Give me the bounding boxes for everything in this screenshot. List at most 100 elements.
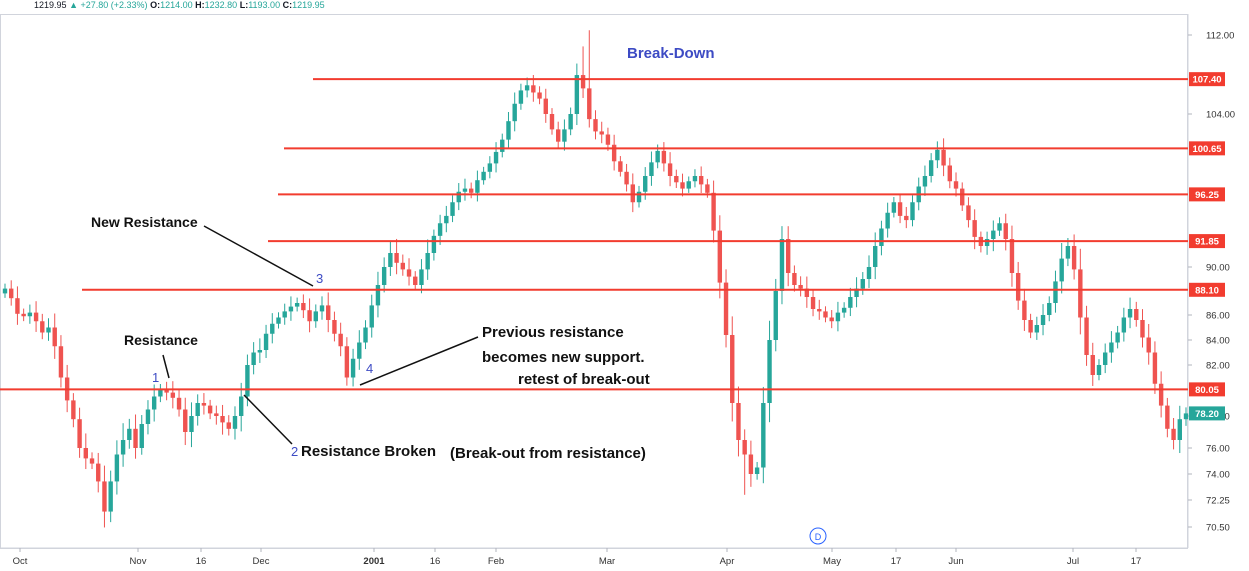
candle-body bbox=[1140, 320, 1145, 338]
candle-body bbox=[276, 317, 281, 324]
candle bbox=[1146, 324, 1151, 365]
candle-body bbox=[170, 392, 176, 398]
candle bbox=[1078, 248, 1083, 335]
candle-body bbox=[338, 333, 343, 347]
candle-body bbox=[972, 220, 977, 237]
x-tick-label: May bbox=[823, 556, 841, 567]
candle-body bbox=[114, 454, 120, 482]
candle-body bbox=[239, 396, 244, 416]
candle-body bbox=[183, 409, 188, 432]
candle-body bbox=[1059, 258, 1064, 282]
candle bbox=[680, 173, 685, 197]
candle-body bbox=[524, 85, 530, 91]
candle-body bbox=[1171, 428, 1176, 440]
candle bbox=[1003, 213, 1008, 251]
candle bbox=[450, 195, 455, 223]
candle bbox=[779, 226, 785, 305]
candle-body bbox=[891, 202, 897, 213]
candle bbox=[381, 257, 387, 293]
candle bbox=[338, 322, 343, 357]
time-axis[interactable]: Oct Nov 16 Dec 2001 16 Feb Mar Apr May 17 Jun Jul 17 bbox=[13, 548, 1142, 567]
candle-body bbox=[195, 403, 200, 416]
candle-body bbox=[9, 288, 14, 299]
close-value: 1219.95 bbox=[292, 0, 325, 10]
pointer-line bbox=[203, 225, 314, 287]
candle bbox=[928, 153, 934, 183]
candle-body bbox=[52, 327, 57, 347]
point-1-label: 1 bbox=[152, 370, 159, 385]
candle bbox=[997, 217, 1002, 236]
candle-body bbox=[935, 149, 940, 161]
x-tick-label: 16 bbox=[196, 556, 207, 567]
candle-body bbox=[232, 416, 238, 429]
candle bbox=[413, 271, 418, 290]
candle-body bbox=[96, 463, 101, 482]
candle-body bbox=[587, 88, 592, 120]
dividend-event-marker[interactable]: D bbox=[809, 527, 827, 545]
price-axis[interactable]: 112.00104.0090.0086.0084.0082.0078.0076.… bbox=[1188, 31, 1235, 534]
candle-body bbox=[164, 390, 169, 393]
candle bbox=[649, 151, 654, 186]
candle bbox=[326, 292, 331, 333]
price-level-tag bbox=[1189, 141, 1225, 156]
candle bbox=[313, 304, 318, 328]
candle bbox=[1158, 371, 1164, 418]
candle-body bbox=[344, 346, 350, 378]
y-tick-label: 72.25 bbox=[1206, 496, 1230, 507]
y-tick-label: 76.00 bbox=[1206, 444, 1230, 455]
candle bbox=[301, 294, 306, 319]
candle bbox=[1115, 325, 1120, 349]
x-tick-label: 2001 bbox=[363, 556, 385, 567]
candle-body bbox=[413, 276, 418, 285]
candle bbox=[580, 46, 586, 98]
candle bbox=[481, 166, 486, 185]
candle bbox=[885, 202, 890, 238]
candle-body bbox=[792, 273, 797, 285]
candle-body bbox=[15, 298, 20, 314]
candle bbox=[611, 134, 617, 171]
candle bbox=[537, 86, 542, 105]
candle bbox=[667, 152, 673, 187]
candle bbox=[953, 172, 959, 197]
point-3-label: 3 bbox=[316, 271, 323, 286]
current-price-tag-label: 78.20 bbox=[1195, 409, 1219, 420]
candle bbox=[294, 297, 300, 312]
candle bbox=[350, 348, 356, 387]
candle-body bbox=[848, 297, 853, 308]
candle bbox=[879, 220, 884, 256]
candle bbox=[1047, 296, 1052, 322]
candle-body bbox=[748, 454, 754, 474]
candle bbox=[357, 330, 362, 370]
candle-body bbox=[580, 75, 586, 89]
candle-body bbox=[779, 239, 785, 291]
candle bbox=[785, 226, 791, 287]
price-level-tag-label: 91.85 bbox=[1195, 237, 1219, 248]
candle-body bbox=[1015, 273, 1021, 301]
candle bbox=[674, 169, 679, 189]
event-marker-circle[interactable] bbox=[809, 527, 827, 545]
candle bbox=[761, 386, 766, 484]
candle-body bbox=[630, 184, 635, 203]
candle bbox=[574, 63, 580, 126]
candle-body bbox=[655, 150, 660, 163]
candle-body bbox=[841, 307, 847, 313]
candle bbox=[462, 178, 468, 201]
candle-body bbox=[754, 467, 760, 474]
candle-body bbox=[674, 176, 679, 183]
candle bbox=[605, 127, 611, 151]
candle bbox=[1096, 359, 1102, 381]
candle-body bbox=[431, 235, 437, 253]
candle bbox=[922, 165, 928, 196]
candle-body bbox=[1096, 365, 1102, 375]
candle bbox=[1127, 297, 1133, 329]
candle-body bbox=[127, 428, 132, 440]
candle bbox=[773, 278, 778, 352]
candle-body bbox=[21, 313, 26, 317]
candle bbox=[27, 304, 33, 324]
candle bbox=[661, 142, 667, 172]
candle bbox=[1134, 301, 1139, 327]
pointer-line bbox=[162, 354, 170, 379]
candle bbox=[444, 205, 449, 233]
candle-body bbox=[220, 416, 225, 423]
